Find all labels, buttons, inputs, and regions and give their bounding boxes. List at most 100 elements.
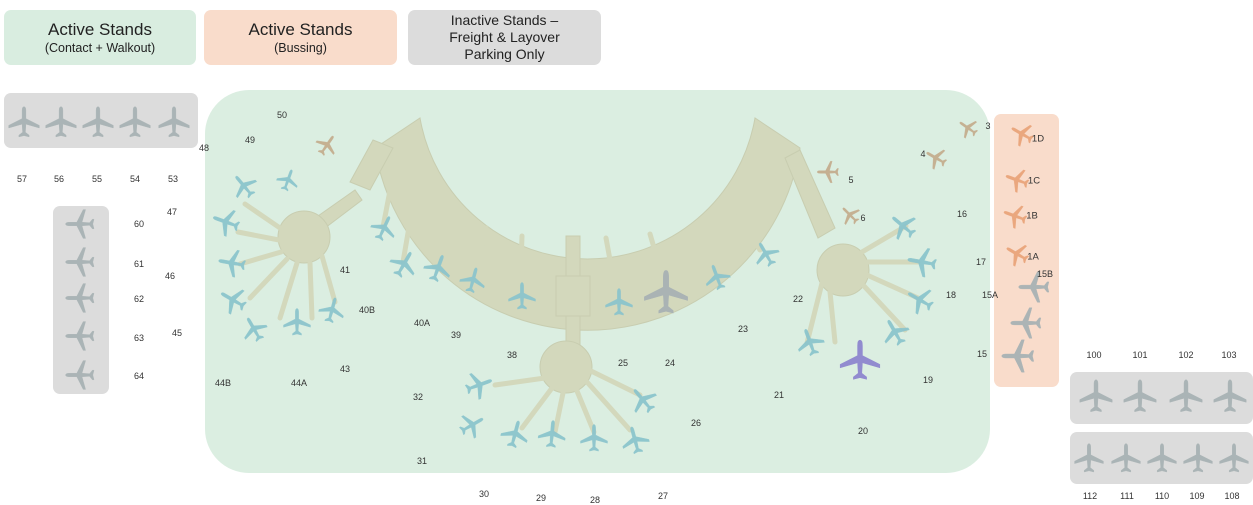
stand-label-3: 3 — [985, 121, 991, 131]
stand-label-63: 63 — [133, 333, 145, 343]
aircraft-icon — [875, 312, 916, 353]
aircraft-icon — [1110, 442, 1142, 474]
aircraft-icon — [453, 406, 491, 444]
stand-label-57: 57 — [16, 174, 28, 184]
hub-center — [539, 340, 593, 394]
aircraft-icon — [224, 166, 263, 205]
stand-label-40B: 40B — [358, 305, 376, 315]
aircraft-icon — [44, 105, 78, 139]
stand-label-20: 20 — [857, 426, 869, 436]
stand-label-15A: 15A — [981, 290, 999, 300]
hub-left — [277, 210, 331, 264]
stand-label-1B: 1B — [1026, 210, 1038, 222]
stand-label-111: 111 — [1120, 491, 1134, 501]
aircraft-icon — [64, 246, 96, 278]
aircraft-icon — [1122, 378, 1158, 414]
aircraft-icon — [215, 246, 250, 281]
stand-label-112: 112 — [1082, 491, 1098, 501]
legend-active-contact: Active Stands (Contact + Walkout) — [4, 10, 196, 65]
aircraft-icon — [7, 105, 41, 139]
stand-label-30: 30 — [478, 489, 490, 499]
stand-label-1D: 1D — [1031, 133, 1045, 145]
stand-label-103: 103 — [1221, 350, 1237, 360]
aircraft-icon — [579, 423, 609, 453]
stand-label-27: 27 — [657, 491, 669, 501]
aircraft-icon — [384, 244, 425, 285]
aircraft-icon — [1017, 270, 1051, 304]
aircraft-icon — [1168, 378, 1204, 414]
aircraft-icon — [999, 236, 1035, 272]
stand-label-15B: 15B — [1036, 269, 1054, 279]
aircraft-icon — [747, 235, 785, 273]
stand-label-18: 18 — [945, 290, 957, 300]
aircraft-icon — [920, 142, 953, 175]
aircraft-icon — [213, 280, 254, 321]
stand-label-100: 100 — [1086, 350, 1102, 360]
legend-inactive-line2: Freight & Layover — [449, 29, 560, 45]
stand-label-55: 55 — [91, 174, 103, 184]
stand-label-19: 19 — [922, 375, 934, 385]
legend-active-bussing-subtitle: (Bussing) — [274, 40, 327, 55]
stand-label-38: 38 — [506, 350, 518, 360]
stand-label-53: 53 — [167, 174, 179, 184]
stand-label-29: 29 — [535, 493, 547, 503]
bussing-zone — [994, 114, 1059, 387]
aircraft-icon — [235, 310, 273, 348]
stand-label-1C: 1C — [1027, 175, 1041, 187]
stand-label-110: 110 — [1154, 491, 1170, 501]
legend-inactive-line1: Inactive Stands – — [450, 12, 559, 28]
connector-center-top — [565, 235, 581, 277]
aircraft-icon — [273, 165, 304, 196]
aircraft-icon — [157, 105, 191, 139]
aircraft-icon — [642, 268, 690, 316]
aircraft-icon — [617, 422, 654, 459]
stand-label-23: 23 — [737, 324, 749, 334]
stand-label-4: 4 — [920, 149, 926, 159]
stand-label-108: 108 — [1224, 491, 1240, 501]
aircraft-icon — [699, 259, 735, 295]
stand-label-6: 6 — [860, 213, 866, 223]
stand-label-101: 101 — [1132, 350, 1148, 360]
aircraft-icon — [315, 293, 349, 327]
stand-label-22: 22 — [792, 294, 804, 304]
stand-label-46: 46 — [164, 271, 176, 281]
stand-label-40A: 40A — [413, 318, 431, 328]
stand-label-1A: 1A — [1027, 251, 1039, 263]
legend-active-contact-title: Active Stands — [48, 19, 152, 39]
aircraft-icon — [419, 249, 457, 287]
aircraft-icon — [903, 243, 940, 280]
aircraft-icon — [507, 281, 537, 311]
aircraft-icon — [1182, 442, 1214, 474]
stand-label-31: 31 — [416, 456, 428, 466]
stand-label-64: 64 — [133, 371, 145, 381]
aircraft-icon — [81, 105, 115, 139]
stand-label-102: 102 — [1178, 350, 1194, 360]
aircraft-icon — [1073, 442, 1105, 474]
aircraft-icon — [365, 209, 402, 246]
stand-label-26: 26 — [690, 418, 702, 428]
stand-label-109: 109 — [1189, 491, 1205, 501]
stand-label-41: 41 — [339, 265, 351, 275]
aircraft-icon — [282, 307, 312, 337]
stand-label-25: 25 — [617, 358, 629, 368]
stand-label-39: 39 — [450, 330, 462, 340]
aircraft-icon — [622, 379, 664, 421]
stand-label-44B: 44B — [214, 378, 232, 388]
aircraft-icon — [310, 128, 343, 161]
stand-label-43: 43 — [339, 364, 351, 374]
connector-center-block — [555, 275, 591, 317]
stand-label-44A: 44A — [290, 378, 308, 388]
aircraft-icon — [816, 160, 840, 184]
stand-label-32: 32 — [412, 392, 424, 402]
legend-active-bussing-title: Active Stands — [248, 19, 353, 39]
legend-inactive: Inactive Stands – Freight & Layover Park… — [408, 10, 601, 65]
stand-label-48: 48 — [198, 143, 210, 153]
aircraft-icon — [834, 199, 865, 230]
stand-label-49: 49 — [244, 135, 256, 145]
legend-inactive-line3: Parking Only — [464, 46, 545, 62]
aircraft-icon — [536, 418, 569, 451]
stand-label-16: 16 — [956, 209, 968, 219]
aircraft-icon — [1000, 338, 1036, 374]
aircraft-icon — [1212, 378, 1248, 414]
stand-label-45: 45 — [171, 328, 183, 338]
